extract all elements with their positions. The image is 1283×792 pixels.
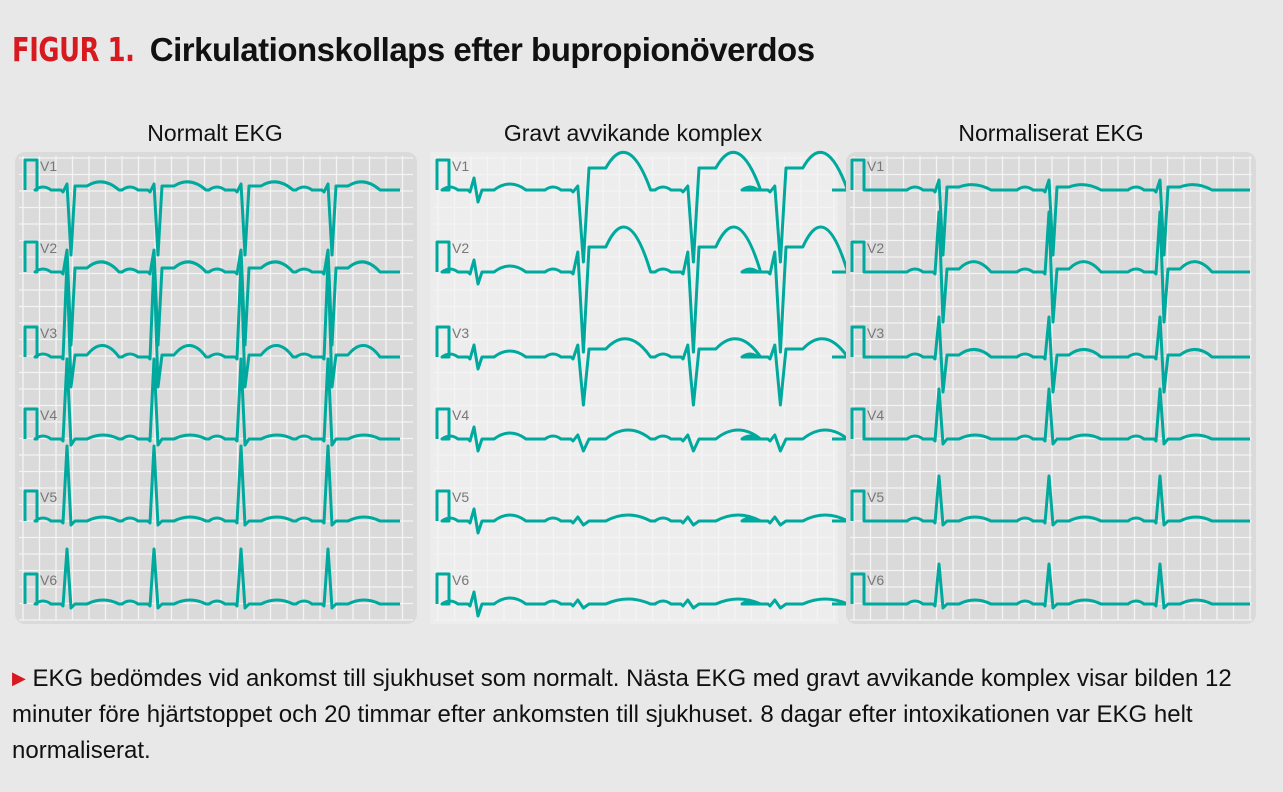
lead-label: V3	[867, 325, 884, 341]
lead-label: V1	[867, 158, 884, 174]
lead-label: V4	[40, 407, 57, 423]
caption-text: EKG bedömdes vid ankomst till sjukhuset …	[12, 665, 1232, 764]
lead-label: V5	[867, 489, 884, 505]
ekg-trace-v6	[850, 562, 1250, 610]
ekg-trace-v1	[23, 158, 400, 257]
lead-label: V3	[40, 325, 57, 341]
lead-label: V5	[40, 489, 57, 505]
ekg-trace-v4	[850, 387, 1250, 446]
ekg-trace-v6	[435, 572, 850, 618]
ekg-trace-v4	[23, 357, 400, 447]
ekg-trace-v3	[435, 325, 850, 407]
ekg-trace-v5	[23, 444, 400, 527]
ekg-trace-v3	[23, 260, 400, 389]
figure-title: FIGUR 1. Cirkulationskollaps efter bupro…	[12, 30, 815, 69]
lead-label: V3	[452, 325, 469, 341]
ekg-trace-v5	[435, 489, 850, 535]
lead-label: V2	[40, 240, 57, 256]
caption-marker: ▶	[12, 668, 26, 688]
ekg-trace-v1	[850, 158, 1250, 257]
panel-background	[15, 152, 417, 624]
panel-title-abnormal: Gravt avvikande komplex	[503, 120, 763, 146]
panel-title-normal: Normalt EKG	[147, 120, 283, 146]
ekg-trace-v4	[435, 407, 850, 453]
lead-label: V6	[867, 572, 884, 588]
figure-label: FIGUR 1.	[12, 30, 135, 69]
panel-background	[430, 152, 838, 624]
figure-title-text: Cirkulationskollaps efter bupropionöverd…	[149, 31, 815, 68]
lead-label: V1	[452, 158, 469, 174]
ekg-trace-v1	[435, 150, 850, 264]
lead-label: V4	[452, 407, 469, 423]
ekg-trace-v6	[23, 547, 400, 610]
lead-label: V2	[867, 240, 884, 256]
lead-label: V5	[452, 489, 469, 505]
lead-label: V1	[40, 158, 57, 174]
ekg-trace-v3	[850, 315, 1250, 394]
lead-label: V6	[40, 572, 57, 588]
ekg-trace-v2	[435, 225, 850, 354]
ekg-trace-v5	[850, 474, 1250, 527]
lead-label: V4	[867, 407, 884, 423]
lead-label: V2	[452, 240, 469, 256]
ekg-trace-v2	[23, 240, 400, 347]
lead-label: V6	[452, 572, 469, 588]
ekg-trace-v2	[850, 210, 1250, 324]
panel-title-normalized: Normaliserat EKG	[958, 120, 1144, 146]
caption: ▶ EKG bedömdes vid ankomst till sjukhuse…	[12, 660, 1272, 769]
